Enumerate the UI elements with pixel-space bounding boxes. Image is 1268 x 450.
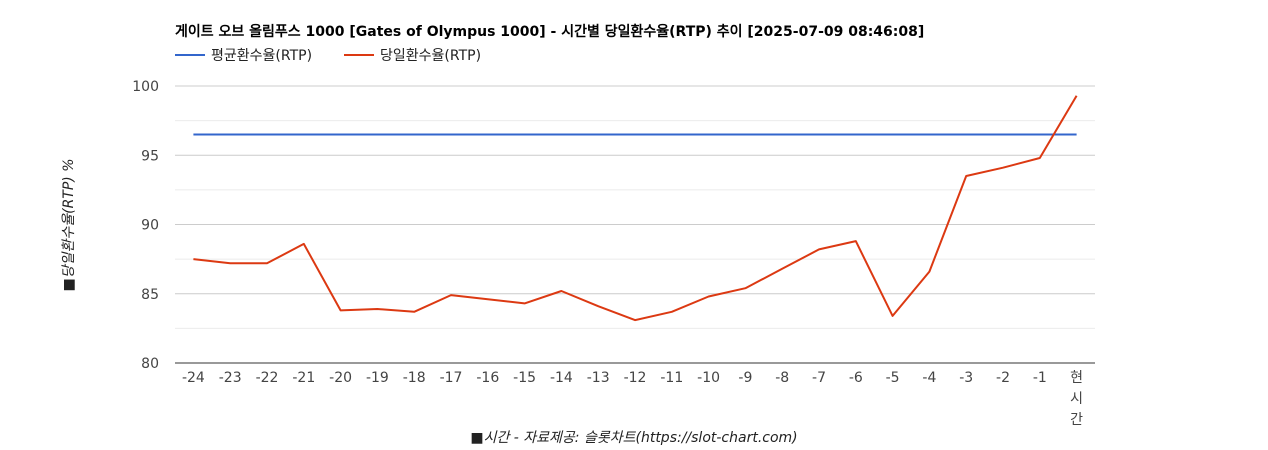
x-tick-label: -21: [292, 370, 315, 386]
gridlines: [175, 85, 1095, 364]
x-tick-label: -19: [366, 370, 389, 386]
x-tick-label: -22: [256, 370, 279, 386]
x-tick-label: -14: [550, 370, 573, 386]
y-tick-label: 90: [141, 218, 159, 234]
x-tick-label: -1: [1033, 370, 1047, 386]
x-tick-label: -11: [660, 370, 683, 386]
legend-label-daily: 당일환수율(RTP): [380, 48, 481, 64]
x-tick-label: -4: [922, 370, 936, 386]
x-axis-label: ■시간 - 자료제공: 슬롯차트(https://slot-chart.com): [470, 430, 797, 446]
series-lines: [193, 95, 1078, 322]
y-tick-label: 85: [141, 287, 159, 303]
legend: 평균환수율(RTP) 당일환수율(RTP): [175, 48, 481, 64]
x-tick-label: -13: [587, 370, 610, 386]
x-tick-label: -2: [996, 370, 1010, 386]
x-tick-label: -23: [219, 370, 242, 386]
legend-label-average: 평균환수율(RTP): [211, 48, 312, 64]
y-tick-label: 100: [132, 79, 159, 95]
x-tick-label: -10: [697, 370, 720, 386]
x-tick-label: -12: [624, 370, 647, 386]
x-tick-label: -5: [886, 370, 900, 386]
x-tick-label: -20: [329, 370, 352, 386]
x-tick-labels: -24 -23 -22 -21 -20 -19 -18 -17 -16 -15 -14 -13 -12-…: [182, 370, 1083, 428]
y-axis-label: ■당일환수율(RTP) %: [61, 158, 77, 291]
y-tick-labels: 80 85 90 95 100: [132, 79, 159, 372]
x-tick-label: -3: [959, 370, 973, 386]
chart-title: 게이트 오브 올림푸스 1000 [Gates of Olympus 1000]…: [175, 23, 924, 40]
x-tick-label: -7: [812, 370, 826, 386]
series-line-daily: [193, 95, 1078, 322]
x-tick-label: -6: [849, 370, 863, 386]
y-tick-label: 80: [141, 356, 159, 372]
x-tick-label: -24: [182, 370, 205, 386]
x-tick-label: -15: [513, 370, 536, 386]
x-tick-label: -17: [440, 370, 463, 386]
x-tick-label: -9: [738, 370, 752, 386]
x-tick-label: -18: [403, 370, 426, 386]
x-tick-label: -16: [476, 370, 499, 386]
y-tick-label: 95: [141, 148, 159, 164]
x-tick-label: -8: [775, 370, 789, 386]
